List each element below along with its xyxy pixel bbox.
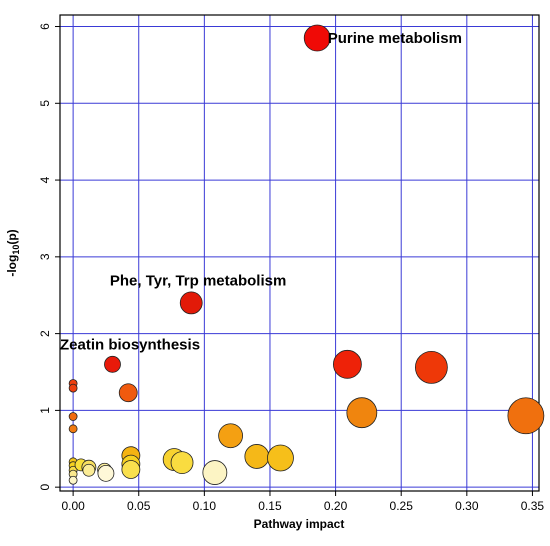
data-point bbox=[507, 397, 545, 435]
x-tick-label: 0.30 bbox=[455, 499, 479, 513]
y-tick-label: 5 bbox=[38, 100, 52, 107]
data-point bbox=[68, 424, 78, 434]
y-tick-label: 2 bbox=[38, 330, 52, 337]
data-point bbox=[68, 412, 78, 421]
plot-frame bbox=[59, 14, 540, 492]
data-point bbox=[346, 397, 378, 429]
data-point bbox=[218, 423, 244, 449]
data-point bbox=[121, 460, 141, 479]
data-point bbox=[303, 24, 331, 52]
annotations: Purine metabolism Phe, Tyr, Trp metabolis… bbox=[60, 30, 462, 353]
x-tick-label: 0.20 bbox=[324, 499, 348, 513]
y-axis-title-tail: (p) bbox=[5, 229, 19, 244]
y-tick-label: 6 bbox=[38, 23, 52, 30]
y-axis-title-main: -log bbox=[5, 255, 19, 277]
y-tick-label: 3 bbox=[38, 253, 52, 260]
data-point bbox=[414, 350, 448, 384]
data-point bbox=[82, 463, 96, 477]
y-tick-label: 4 bbox=[38, 176, 52, 183]
x-axis-title: Pathway impact bbox=[254, 517, 345, 531]
x-tick-label: 0.10 bbox=[193, 499, 217, 513]
y-tick-label: 0 bbox=[38, 484, 52, 491]
data-point bbox=[244, 444, 270, 469]
data-point bbox=[267, 444, 294, 472]
data-point bbox=[332, 349, 362, 379]
x-tick-label: 0.15 bbox=[258, 499, 282, 513]
data-points bbox=[68, 24, 545, 485]
annotation-label: Zeatin biosynthesis bbox=[60, 336, 200, 353]
x-tick-label: 0.00 bbox=[61, 499, 85, 513]
x-tick-label: 0.05 bbox=[127, 499, 151, 513]
data-point bbox=[97, 464, 115, 482]
y-axis-title-subscript: 10 bbox=[11, 245, 21, 255]
x-tick-label: 0.35 bbox=[521, 499, 545, 513]
annotation-label: Purine metabolism bbox=[328, 30, 462, 47]
data-point bbox=[202, 460, 228, 485]
data-point bbox=[179, 291, 203, 315]
annotation-label: Phe, Tyr, Trp metabolism bbox=[110, 273, 286, 290]
x-tick-label: 0.25 bbox=[390, 499, 414, 513]
data-point bbox=[68, 475, 78, 485]
data-point bbox=[68, 383, 78, 393]
grid-lines bbox=[60, 15, 539, 491]
axis-ticks: 0.00 0.05 0.10 0.15 0.20 0.25 0.30 0.35 0 1 2 3 4 5 6 bbox=[38, 23, 544, 513]
data-point bbox=[118, 383, 138, 403]
data-point bbox=[104, 355, 121, 373]
y-tick-label: 1 bbox=[38, 407, 52, 414]
data-point bbox=[170, 451, 194, 474]
y-axis-title: -log10(p) bbox=[5, 229, 21, 276]
